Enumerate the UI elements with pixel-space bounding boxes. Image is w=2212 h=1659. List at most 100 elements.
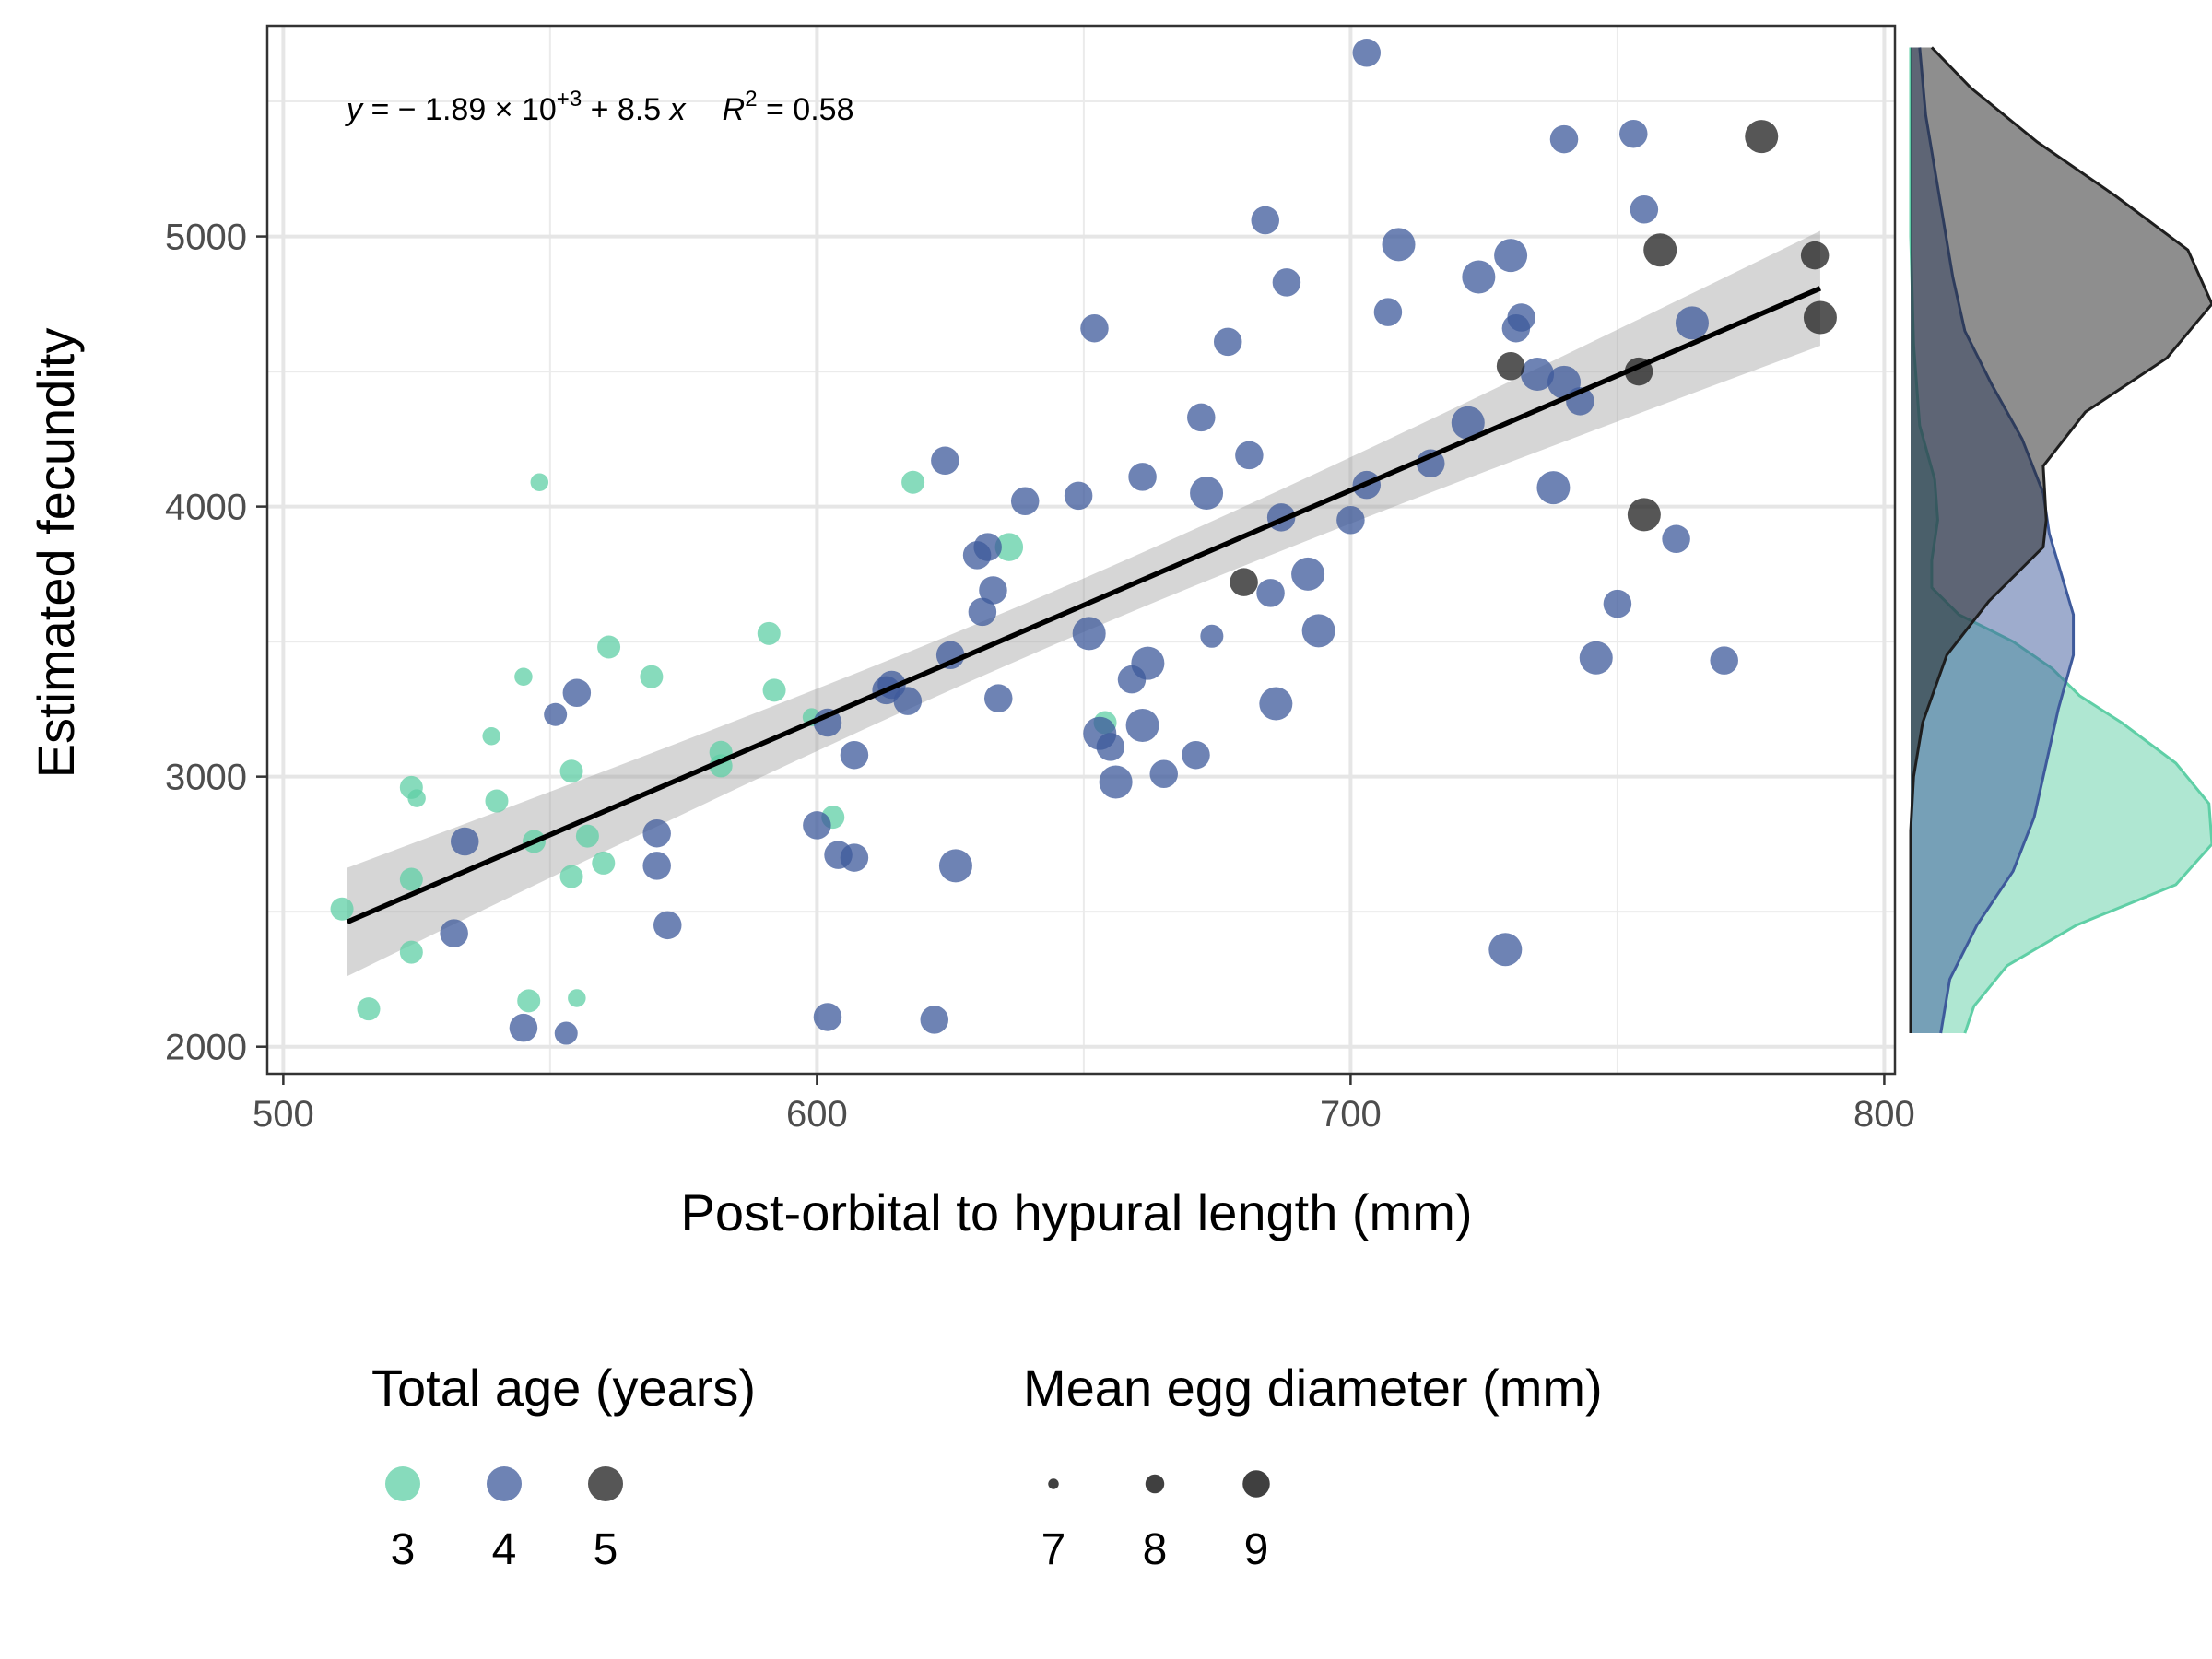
- data-point-age-4: [1579, 641, 1613, 675]
- data-point-age-4: [1064, 481, 1093, 511]
- data-point-age-3: [762, 678, 786, 702]
- data-point-age-4: [1630, 195, 1659, 224]
- data-point-age-5: [1230, 568, 1258, 596]
- data-point-age-3: [597, 635, 621, 659]
- data-point-age-4: [544, 702, 568, 726]
- age-legend-label: 5: [594, 1525, 618, 1574]
- data-point-age-4: [1373, 298, 1403, 326]
- data-point-age-3: [530, 473, 549, 491]
- data-point-age-4: [1200, 624, 1224, 648]
- data-point-age-4: [1272, 268, 1301, 297]
- data-point-age-3: [330, 897, 354, 921]
- data-point-age-4: [1235, 441, 1264, 470]
- data-point-age-5: [1745, 120, 1779, 154]
- y-tick-label: 5000: [165, 218, 247, 258]
- data-point-age-5: [1496, 351, 1525, 381]
- data-point-age-3: [575, 824, 599, 848]
- data-point-age-4: [440, 919, 468, 947]
- x-axis-title: Post-orbital to hypural length (mm): [680, 1183, 1472, 1241]
- data-point-age-3: [559, 865, 583, 888]
- data-point-age-3: [994, 533, 1024, 561]
- data-point-age-4: [1182, 740, 1210, 770]
- data-point-age-3: [568, 989, 586, 1007]
- x-tick-label: 600: [786, 1094, 848, 1135]
- data-point-age-4: [1251, 206, 1280, 235]
- data-point-age-4: [1352, 39, 1382, 67]
- data-point-age-4: [803, 811, 831, 840]
- data-point-age-4: [1507, 303, 1535, 332]
- data-point-age-3: [399, 867, 423, 891]
- data-point-age-3: [357, 997, 381, 1021]
- data-point-age-4: [1675, 306, 1709, 340]
- data-point-age-4: [1010, 487, 1040, 516]
- data-point-age-4: [1096, 733, 1125, 761]
- x-tick-label: 800: [1853, 1094, 1915, 1135]
- data-point-age-4: [938, 849, 972, 883]
- x-tick-label: 500: [253, 1094, 314, 1135]
- data-point-age-4: [968, 597, 997, 627]
- data-point-age-4: [1080, 313, 1109, 343]
- egg-diameter-legend-key: [1145, 1474, 1165, 1494]
- data-point-age-4: [642, 852, 671, 880]
- points-layer: [330, 39, 1837, 1045]
- data-point-age-4: [509, 1013, 538, 1042]
- data-point-age-4: [813, 1003, 842, 1031]
- data-point-age-4: [1301, 614, 1335, 648]
- data-point-age-5: [1643, 233, 1677, 267]
- data-point-age-3: [407, 789, 426, 807]
- data-point-age-4: [1619, 119, 1648, 148]
- x-tick-label: 700: [1320, 1094, 1382, 1135]
- data-point-age-5: [1800, 241, 1830, 270]
- data-point-age-4: [642, 818, 671, 848]
- age-legend-key: [385, 1466, 420, 1501]
- data-point-age-4: [1256, 579, 1285, 607]
- data-point-age-4: [1213, 327, 1242, 357]
- age-legend-label: 4: [492, 1525, 517, 1574]
- data-point-age-4: [931, 446, 959, 476]
- data-point-age-4: [979, 576, 1007, 605]
- density-area-age-5: [1911, 47, 2212, 1034]
- data-point-age-4: [1187, 403, 1216, 432]
- data-point-age-4: [984, 684, 1013, 712]
- egg-diameter-legend-label: 7: [1041, 1525, 1066, 1574]
- regression-equation: y = − 1.89 × 10+3 + 8.5 x R2 = 0.58: [345, 87, 853, 127]
- age-legend-title: Total age (years): [371, 1359, 756, 1417]
- data-point-age-4: [1131, 646, 1165, 680]
- data-point-age-4: [450, 827, 479, 856]
- y-tick-label: 4000: [165, 488, 247, 528]
- data-point-age-4: [1488, 933, 1523, 967]
- regression-line: [346, 286, 1822, 924]
- age-legend: Total age (years) 3 4 5: [371, 1359, 756, 1574]
- data-point-age-5: [1803, 300, 1837, 335]
- data-point-age-4: [562, 678, 592, 708]
- data-point-age-4: [1099, 765, 1133, 799]
- data-point-age-3: [517, 989, 541, 1013]
- data-point-age-4: [1603, 589, 1632, 618]
- data-point-age-4: [1462, 260, 1496, 294]
- y-axis-title: Estimated fecundity: [27, 328, 85, 779]
- data-point-age-4: [920, 1006, 949, 1034]
- regression-line-layer: [346, 286, 1822, 924]
- egg-diameter-legend-label: 9: [1244, 1525, 1269, 1574]
- data-point-age-4: [840, 740, 869, 770]
- egg-diameter-legend-title: Mean egg diameter (mm): [1023, 1359, 1603, 1417]
- data-point-age-4: [1072, 617, 1106, 651]
- data-point-age-4: [1336, 506, 1365, 535]
- data-point-age-5: [1627, 498, 1661, 532]
- data-point-age-4: [1662, 524, 1690, 554]
- y-tick-label: 2000: [165, 1028, 247, 1068]
- data-point-age-4: [973, 533, 1002, 561]
- data-point-age-4: [1128, 463, 1157, 491]
- age-legend-key: [588, 1466, 623, 1501]
- data-point-age-4: [1710, 646, 1738, 675]
- age-legend-key: [487, 1466, 522, 1501]
- data-point-age-3: [399, 940, 423, 964]
- data-point-age-3: [901, 470, 925, 494]
- data-point-age-3: [514, 667, 533, 686]
- data-point-age-3: [757, 621, 781, 645]
- density-curve-age-5: [1909, 46, 2212, 1034]
- data-point-age-3: [482, 726, 500, 746]
- data-point-age-3: [640, 665, 664, 688]
